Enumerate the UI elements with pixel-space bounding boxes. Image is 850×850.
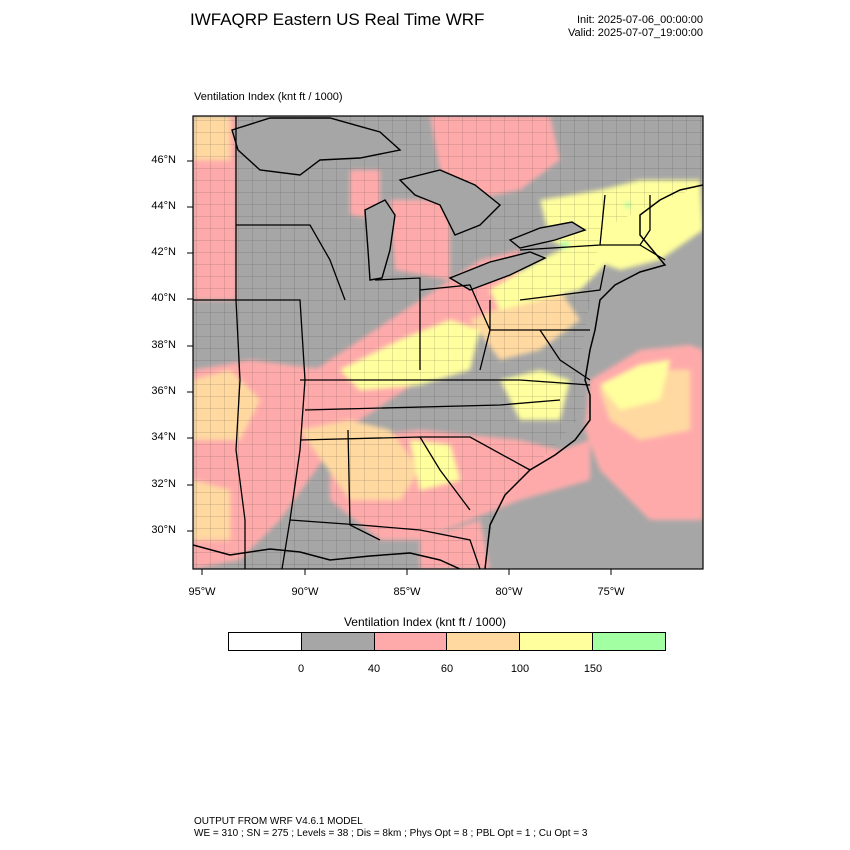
colorbar-box-5 xyxy=(593,633,665,650)
ventilation-index-map xyxy=(187,115,704,575)
lon-label: 75°W xyxy=(597,586,625,598)
colorbar-tick-label: 0 xyxy=(297,663,305,675)
lake-michigan xyxy=(364,199,396,281)
lon-label: 80°W xyxy=(495,586,523,598)
colorbar-box-3 xyxy=(447,633,521,650)
map-field xyxy=(193,116,703,569)
map-frame xyxy=(192,115,704,570)
colorbar xyxy=(228,632,666,651)
colorbar-tick-label: 100 xyxy=(510,663,530,675)
colorbar-tick-label: 40 xyxy=(367,663,381,675)
page-title: IWFAQRP Eastern US Real Time WRF xyxy=(190,10,485,29)
state-boundaries xyxy=(193,116,666,569)
lake-superior xyxy=(231,117,402,176)
lat-label: 44°N xyxy=(151,200,176,212)
valid-time: Valid: 2025-07-07_19:00:00 xyxy=(568,27,703,39)
axis-ticks xyxy=(187,160,612,575)
colorbar-box-1 xyxy=(301,633,375,650)
colorbar-tick-label: 150 xyxy=(583,663,603,675)
colorbar-tick-label: 60 xyxy=(440,663,454,675)
lat-label: 34°N xyxy=(151,431,176,443)
atlantic-coastline xyxy=(484,184,703,569)
lat-label: 40°N xyxy=(151,292,176,304)
great-lakes xyxy=(231,117,587,291)
lon-label: 90°W xyxy=(291,586,319,598)
lake-ontario xyxy=(508,221,587,249)
lon-label: 85°W xyxy=(393,586,421,598)
footer-line-2: WE = 310 ; SN = 275 ; Levels = 38 ; Dis … xyxy=(194,828,588,839)
colorbar-box-2 xyxy=(374,633,448,650)
lat-label: 36°N xyxy=(151,385,176,397)
lon-label: 95°W xyxy=(188,586,216,598)
run-info: Init: 2025-07-06_00:00:00 Valid: 2025-07… xyxy=(540,14,703,40)
footer-line-1: OUTPUT FROM WRF V4.6.1 MODEL xyxy=(194,816,363,827)
field-label: Ventilation Index (knt ft / 1000) xyxy=(194,91,343,103)
lake-huron xyxy=(398,169,502,236)
lat-label: 46°N xyxy=(151,154,176,166)
lat-label: 30°N xyxy=(151,524,176,536)
lat-label: 32°N xyxy=(151,478,176,490)
gulf-coastline xyxy=(193,544,461,569)
colorbar-box-0 xyxy=(229,633,302,650)
colorbar-title: Ventilation Index (knt ft / 1000) xyxy=(343,615,507,629)
model-footer: OUTPUT FROM WRF V4.6.1 MODEL WE = 310 ; … xyxy=(194,816,587,840)
lake-erie xyxy=(448,251,547,291)
colorbar-box-4 xyxy=(520,633,594,650)
init-time: Init: 2025-07-06_00:00:00 xyxy=(577,14,703,26)
lat-label: 42°N xyxy=(151,246,176,258)
lat-label: 38°N xyxy=(151,339,176,351)
